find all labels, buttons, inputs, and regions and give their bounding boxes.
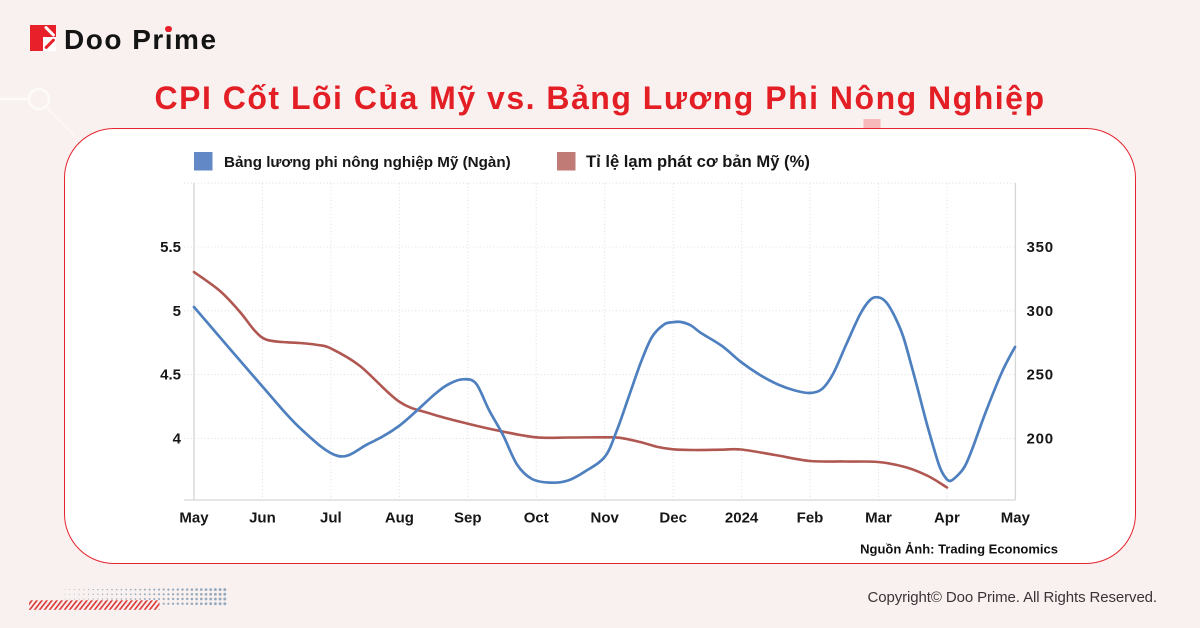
svg-text:5: 5 [173, 303, 181, 320]
svg-text:5.5: 5.5 [160, 239, 181, 256]
svg-text:Dec: Dec [659, 510, 687, 527]
svg-text:Nguồn Ảnh: Trading Economics: Nguồn Ảnh: Trading Economics [860, 542, 1058, 557]
svg-text:May: May [179, 510, 209, 527]
svg-text:4: 4 [173, 430, 182, 447]
svg-text:250: 250 [1027, 367, 1054, 384]
svg-text:Oct: Oct [524, 510, 549, 527]
svg-text:Aug: Aug [385, 510, 414, 527]
svg-text:Apr: Apr [934, 510, 960, 527]
svg-text:Sep: Sep [454, 510, 482, 527]
svg-text:300: 300 [1027, 303, 1054, 320]
svg-text:Nov: Nov [591, 510, 620, 527]
svg-text:Jun: Jun [249, 510, 276, 527]
svg-text:200: 200 [1027, 430, 1054, 447]
svg-text:Mar: Mar [865, 510, 892, 527]
svg-text:Tỉ lệ lạm phát cơ bản Mỹ (%): Tỉ lệ lạm phát cơ bản Mỹ (%) [586, 152, 810, 171]
svg-text:Jul: Jul [320, 510, 342, 527]
svg-text:May: May [1001, 510, 1031, 527]
svg-text:Feb: Feb [797, 510, 824, 527]
svg-text:Bảng lương phi nông nghiệp Mỹ: Bảng lương phi nông nghiệp Mỹ (Ngàn) [224, 154, 511, 171]
svg-text:4.5: 4.5 [160, 367, 181, 384]
svg-text:350: 350 [1027, 239, 1054, 256]
svg-text:2024: 2024 [725, 510, 759, 527]
